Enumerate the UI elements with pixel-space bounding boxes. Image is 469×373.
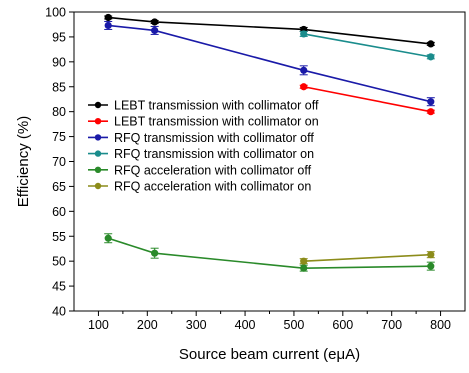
data-point [301, 265, 307, 271]
x-tick-label: 500 [284, 318, 305, 332]
data-point [301, 258, 307, 264]
x-tick-label: 400 [235, 318, 256, 332]
legend-item: RFQ acceleration with collimator on [88, 180, 311, 194]
x-tick-label: 800 [430, 318, 451, 332]
legend-label: RFQ transmission with collimator on [114, 147, 314, 161]
legend-marker [95, 183, 101, 189]
legend-marker [95, 118, 101, 124]
legend-marker [95, 167, 101, 173]
x-tick-label: 300 [186, 318, 207, 332]
x-tick-label: 700 [381, 318, 402, 332]
data-point [428, 99, 434, 105]
data-point [428, 263, 434, 269]
legend: LEBT transmission with collimator off LEB… [88, 99, 319, 194]
legend-item: RFQ transmission with collimator on [88, 147, 314, 161]
y-tick-label: 50 [52, 255, 66, 269]
legend-label: LEBT transmission with collimator off [114, 99, 319, 113]
series-3 [300, 31, 435, 60]
data-point [428, 108, 434, 114]
y-tick-label: 60 [52, 205, 66, 219]
series-line [108, 25, 431, 101]
data-point [301, 84, 307, 90]
y-tick-label: 80 [52, 105, 66, 119]
data-point [301, 67, 307, 73]
data-point [428, 54, 434, 60]
data-point [105, 14, 111, 20]
y-tick-label: 85 [52, 80, 66, 94]
data-point [301, 31, 307, 37]
y-tick-label: 75 [52, 130, 66, 144]
x-axis-title: Source beam current (eμA) [179, 346, 360, 363]
data-point [428, 41, 434, 47]
legend-marker [95, 134, 101, 140]
legend-item: RFQ acceleration with collimator off [88, 163, 312, 177]
data-point [428, 251, 434, 257]
y-tick-label: 100 [45, 6, 66, 20]
x-tick-label: 600 [332, 318, 353, 332]
y-tick-label: 55 [52, 230, 66, 244]
y-tick-label: 40 [52, 305, 66, 319]
series-2 [104, 21, 435, 105]
y-tick-label: 45 [52, 280, 66, 294]
y-tick-label: 65 [52, 180, 66, 194]
x-tick-label: 200 [137, 318, 158, 332]
series-line [304, 87, 431, 112]
data-point [105, 235, 111, 241]
y-tick-label: 70 [52, 155, 66, 169]
legend-item: LEBT transmission with collimator on [88, 115, 319, 129]
legend-item: RFQ transmission with collimator off [88, 131, 314, 145]
data-point [151, 250, 157, 256]
data-point [105, 22, 111, 28]
data-point [151, 19, 157, 25]
y-axis-title: Efficiency (%) [15, 116, 32, 207]
y-tick-label: 95 [52, 30, 66, 44]
legend-item: LEBT transmission with collimator off [88, 99, 319, 113]
legend-label: RFQ transmission with collimator off [114, 131, 314, 145]
data-point [151, 27, 157, 33]
legend-label: RFQ acceleration with collimator off [114, 163, 312, 177]
legend-marker [95, 102, 101, 108]
legend-marker [95, 150, 101, 156]
series-4 [104, 234, 435, 272]
series-1 [300, 84, 435, 115]
series-line [304, 255, 431, 261]
y-tick-label: 90 [52, 55, 66, 69]
legend-label: LEBT transmission with collimator on [114, 115, 319, 129]
series-5 [300, 251, 435, 264]
legend-label: RFQ acceleration with collimator on [114, 180, 311, 194]
x-tick-label: 100 [88, 318, 109, 332]
